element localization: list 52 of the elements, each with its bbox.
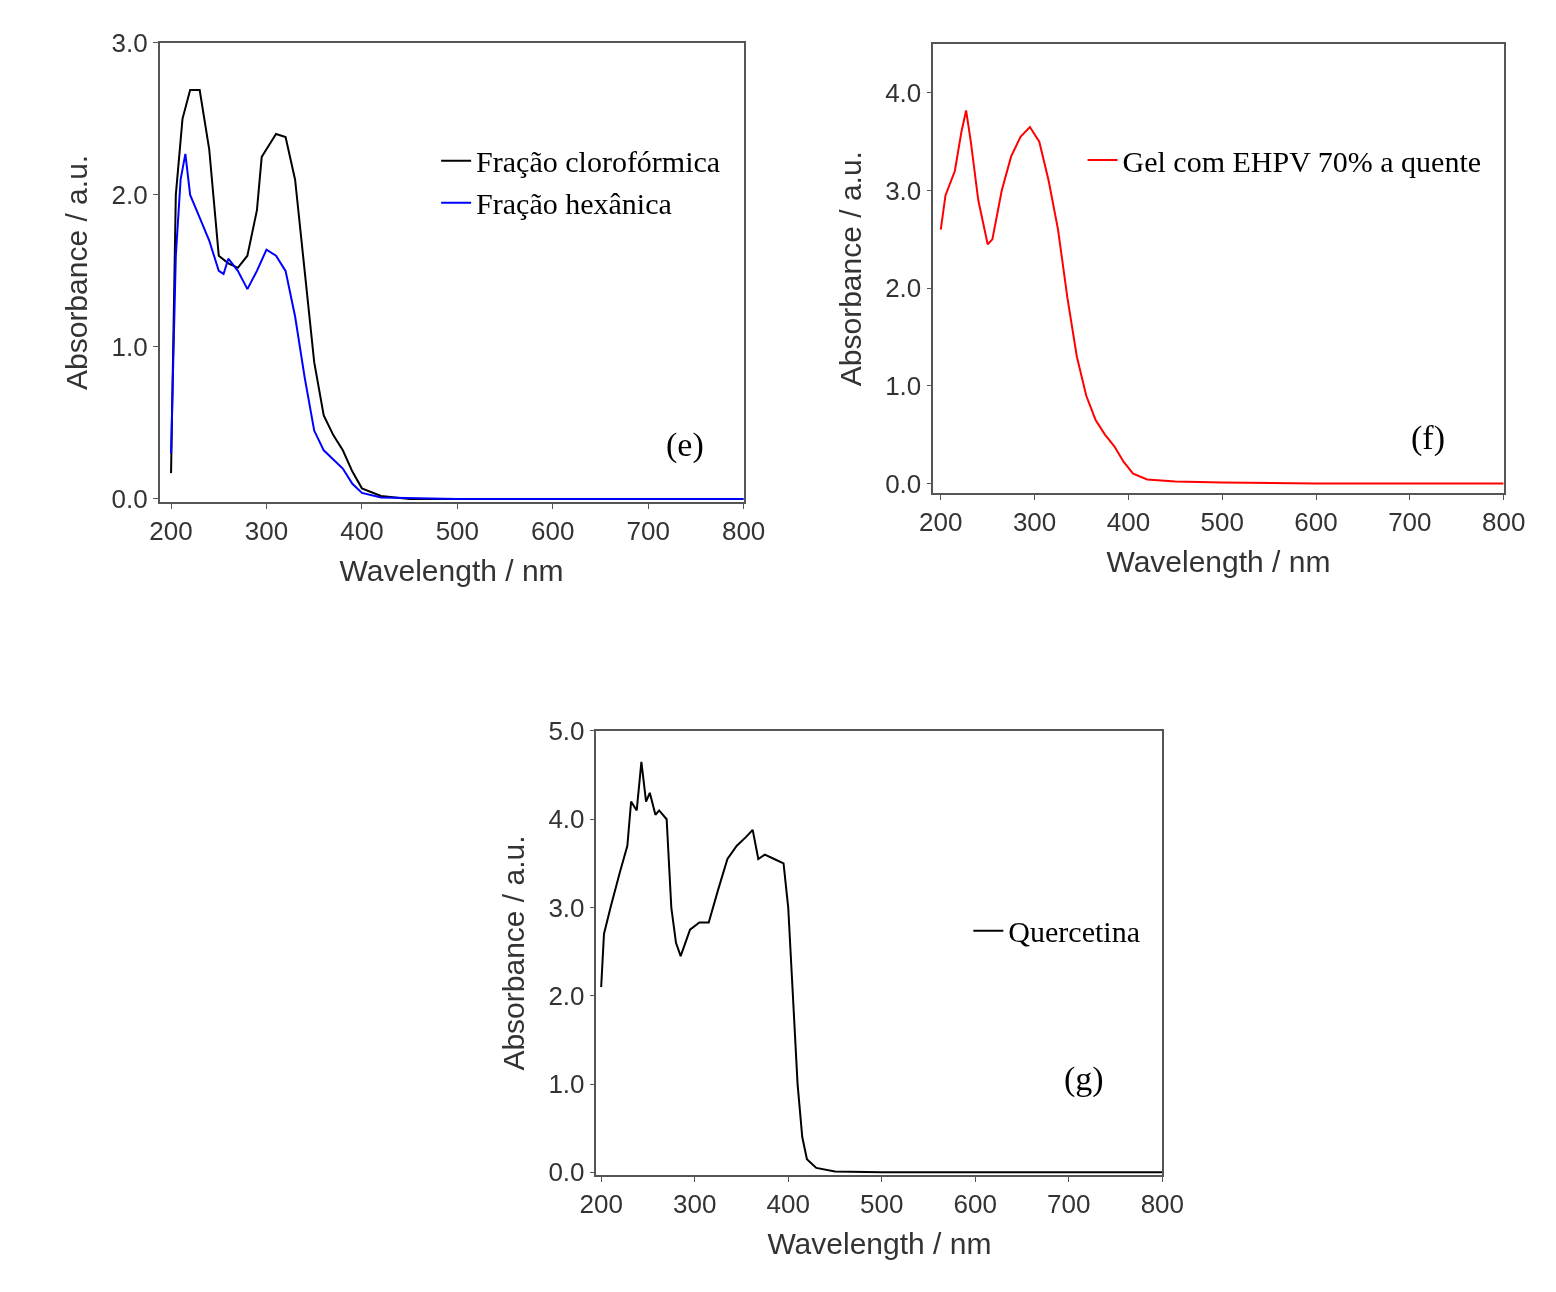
legend-label: Fração clorofórmica: [476, 145, 721, 179]
y-axis-title: Absorbance / a.u.: [496, 835, 530, 1071]
x-tick-label: 400: [766, 1188, 810, 1219]
line-series: [600, 760, 1163, 1174]
y-axis-title: Absorbance / a.u.: [59, 154, 93, 391]
annotation: (g): [1064, 1060, 1104, 1098]
y-tick-label: 1.0: [885, 370, 922, 401]
x-tick-label: 200: [149, 515, 193, 546]
x-tick-label: 800: [1481, 507, 1526, 538]
y-tick-label: 1.0: [548, 1069, 585, 1100]
y-tick-label: 3.0: [885, 175, 922, 206]
legend-label: Quercetina: [1008, 915, 1140, 949]
x-tick-label: 800: [1140, 1188, 1185, 1219]
x-tick-label: 400: [1106, 507, 1151, 538]
x-tick-label: 700: [1047, 1188, 1091, 1219]
x-tick-label: 600: [1294, 507, 1338, 538]
y-tick-label: 3.0: [548, 892, 585, 923]
x-axis-title: Wavelength / nm: [339, 553, 564, 587]
x-tick-label: 200: [919, 507, 963, 538]
line-series: [939, 109, 1504, 485]
annotation: (f): [1411, 419, 1445, 457]
legend-label: Gel com EHPV 70% a quente: [1122, 144, 1482, 178]
y-axis-title: Absorbance / a.u.: [833, 151, 867, 387]
y-tick-label: 1.0: [111, 332, 148, 363]
x-tick-label: 200: [579, 1188, 623, 1219]
x-tick-label: 400: [340, 515, 384, 546]
x-tick-label: 300: [244, 515, 289, 546]
x-tick-label: 700: [1388, 507, 1432, 538]
y-tick-label: 2.0: [548, 980, 585, 1011]
y-tick-label: 4.0: [548, 804, 585, 835]
x-tick-label: 500: [1200, 507, 1244, 538]
y-tick-label: 5.0: [548, 716, 585, 747]
y-tick-label: 4.0: [885, 78, 922, 108]
x-tick-label: 800: [721, 515, 766, 546]
y-tick-label: 3.0: [111, 27, 148, 58]
x-tick-label: 300: [1012, 507, 1057, 538]
x-axis-title: Wavelength / nm: [1106, 545, 1331, 579]
y-tick-label: 2.0: [111, 179, 148, 210]
legend-label: Fração hexânica: [476, 187, 672, 221]
line-series: [170, 152, 744, 500]
y-tick-label: 0.0: [548, 1157, 585, 1188]
x-tick-label: 600: [953, 1188, 997, 1219]
x-tick-label: 600: [531, 515, 575, 546]
x-tick-label: 300: [673, 1188, 717, 1219]
y-tick-label: 0.0: [111, 484, 148, 515]
x-tick-label: 700: [626, 515, 670, 546]
x-tick-label: 500: [860, 1188, 904, 1219]
x-axis-title: Wavelength / nm: [767, 1226, 992, 1260]
annotation: (e): [666, 426, 704, 464]
y-tick-label: 0.0: [885, 468, 922, 499]
y-tick-label: 2.0: [885, 273, 922, 304]
x-tick-label: 500: [435, 515, 480, 546]
